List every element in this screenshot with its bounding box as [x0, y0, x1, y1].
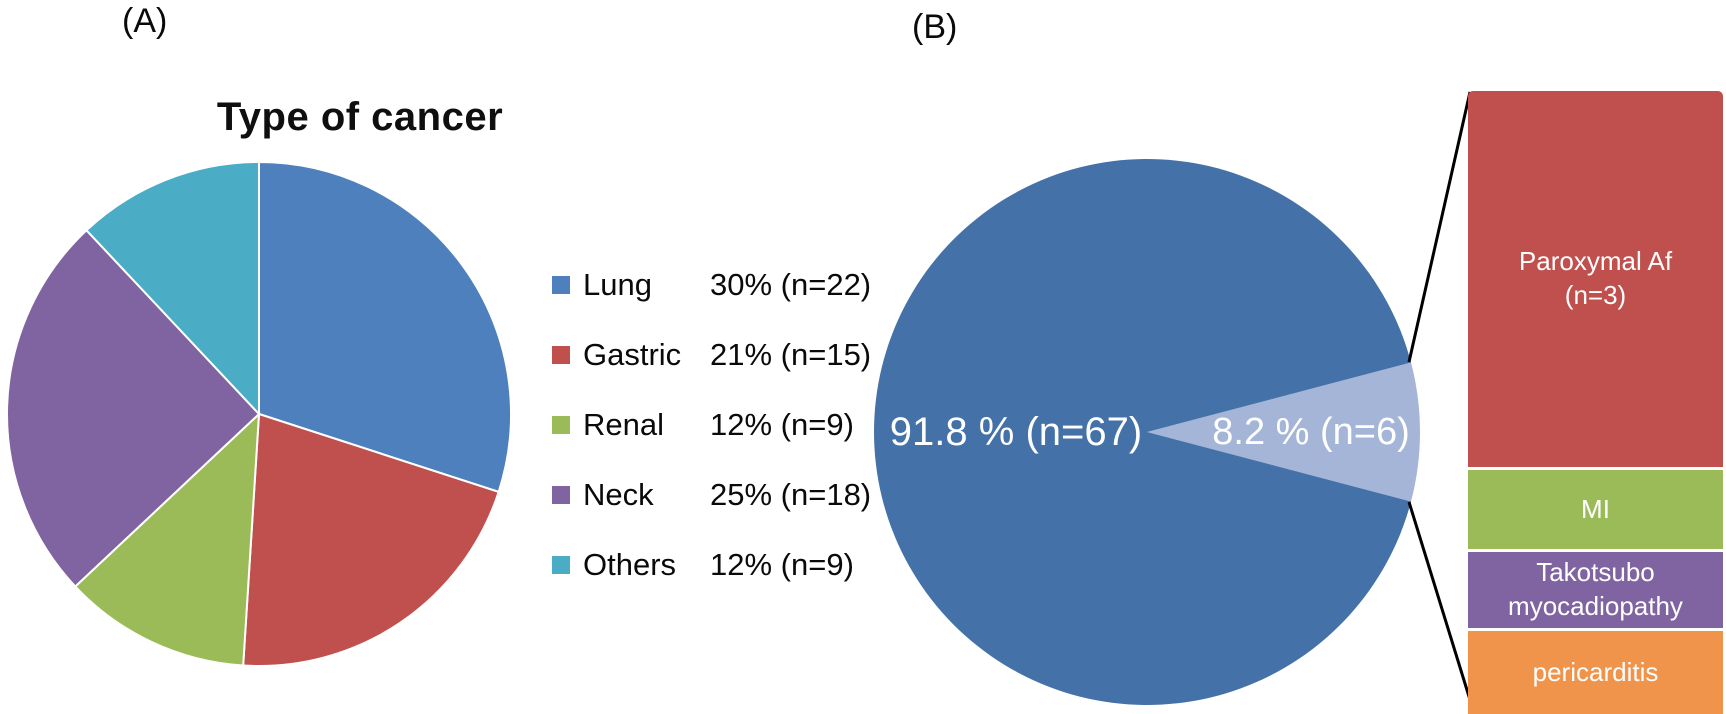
legend-value: 25% (n=18) [710, 477, 872, 512]
legend-value: 12% (n=9) [710, 547, 854, 582]
legend-item-renal: Renal 12% (n=9) [552, 390, 871, 460]
bar-segment-label: Takotsubo myocadiopathy [1508, 557, 1683, 621]
leader-line-bottom [1407, 501, 1473, 704]
legend-swatch-lung [552, 276, 570, 294]
legend-label: Neck [583, 477, 654, 512]
pie-slice [874, 158, 1411, 705]
panel-b-label: (B) [912, 8, 958, 46]
legend-label: Gastric [583, 337, 682, 372]
pie-b-small-slice-label: 8.2 % (n=6) [1212, 411, 1410, 453]
bar-segment-mi: MI [1468, 470, 1723, 549]
pie-slice [1147, 362, 1420, 502]
panel-a-label: (A) [122, 2, 168, 40]
legend-swatch-neck [552, 486, 570, 504]
legend-label: Renal [583, 407, 664, 442]
legend-value: 30% (n=22) [710, 267, 872, 302]
pie-chart-type-of-cancer [6, 160, 512, 667]
legend-value: 12% (n=9) [710, 407, 854, 442]
legend-item-gastric: Gastric 21% (n=15) [552, 320, 871, 390]
legend-item-neck: Neck 25% (n=18) [552, 460, 871, 530]
pie-b-main-slice-label: 91.8 % (n=67) [889, 410, 1143, 454]
bar-segment-label: MI [1581, 493, 1610, 524]
pie-slice [258, 160, 512, 494]
pie-slice [242, 412, 500, 667]
bar-segment-takotsubo: Takotsubo myocadiopathy [1468, 552, 1723, 628]
leader-line-top [1407, 91, 1472, 363]
bar-segment-label: Paroxymal Af (n=3) [1518, 246, 1673, 310]
pie-slice [6, 228, 261, 588]
legend-value: 21% (n=15) [710, 337, 872, 372]
legend-swatch-others [552, 556, 570, 574]
legend-item-lung: Lung 30% (n=22) [552, 250, 871, 320]
bar-segment-pericarditis: pericarditis [1468, 631, 1723, 714]
pie-a-legend: Lung 30% (n=22) Gastric 21% (n=15) Renal… [552, 250, 871, 600]
pie-a-title: Type of cancer [216, 95, 504, 139]
pie-slice [85, 160, 260, 417]
legend-swatch-renal [552, 416, 570, 434]
bar-segment-paroxymal-af: Paroxymal Af (n=3) [1468, 91, 1723, 467]
pie-chart-cardiac-events [874, 158, 1420, 705]
breakdown-stacked-bar: Paroxymal Af (n=3) MI Takotsubo myocadiopa… [1468, 91, 1723, 714]
pie-slice [73, 411, 261, 667]
legend-item-others: Others 12% (n=9) [552, 530, 871, 600]
bar-segment-label: pericarditis [1532, 656, 1659, 687]
legend-label: Lung [583, 267, 652, 302]
legend-swatch-gastric [552, 346, 570, 364]
legend-label: Others [583, 547, 677, 582]
